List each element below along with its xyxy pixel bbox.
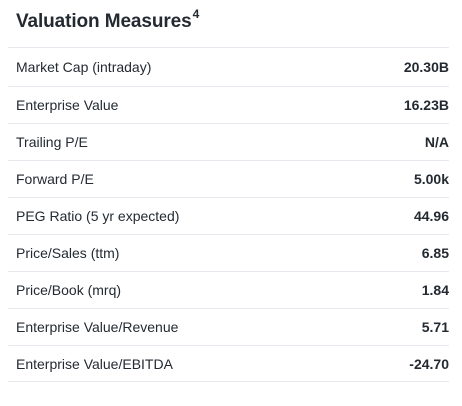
table-row-price-book: Price/Book (mrq) 1.84 [8,271,449,308]
row-value: 16.23B [403,97,449,113]
table-row-enterprise-value: Enterprise Value 16.23B [8,86,449,123]
row-value: 1.84 [421,282,449,298]
section-title-text: Valuation Measures [16,11,192,32]
title-footnote[interactable]: 4 [192,6,200,21]
row-value: 20.30B [403,59,449,75]
row-label: PEG Ratio (5 yr expected) [16,208,180,224]
row-label: Forward P/E [16,171,94,187]
row-value: N/A [424,134,449,150]
row-label: Price/Book (mrq) [16,282,122,298]
row-value: -24.70 [409,355,449,372]
row-value: 5.71 [421,319,449,335]
table-row-peg-ratio: PEG Ratio (5 yr expected) 44.96 [8,197,449,234]
table-row-price-sales: Price/Sales (ttm) 6.85 [8,234,449,271]
row-label: Enterprise Value [16,97,119,113]
row-label: Price/Sales (ttm) [16,245,120,261]
table-row-trailing-pe: Trailing P/E N/A [8,123,449,160]
table-row-ev-revenue: Enterprise Value/Revenue 5.71 [8,308,449,345]
table-row-ev-ebitda: Enterprise Value/EBITDA -24.70 [8,345,449,382]
table-row-forward-pe: Forward P/E 5.00k [8,160,449,197]
row-label: Enterprise Value/Revenue [16,319,179,335]
row-value: 6.85 [421,245,449,261]
table-row-market-cap: Market Cap (intraday) 20.30B [8,47,449,86]
row-label: Trailing P/E [16,134,88,150]
row-value: 5.00k [413,171,449,187]
row-label: Market Cap (intraday) [16,59,152,75]
row-value: 44.96 [413,208,449,224]
section-title: Valuation Measures4 [16,8,199,33]
row-label: Enterprise Value/EBITDA [16,355,173,372]
valuation-table: Market Cap (intraday) 20.30B Enterprise … [8,47,449,382]
